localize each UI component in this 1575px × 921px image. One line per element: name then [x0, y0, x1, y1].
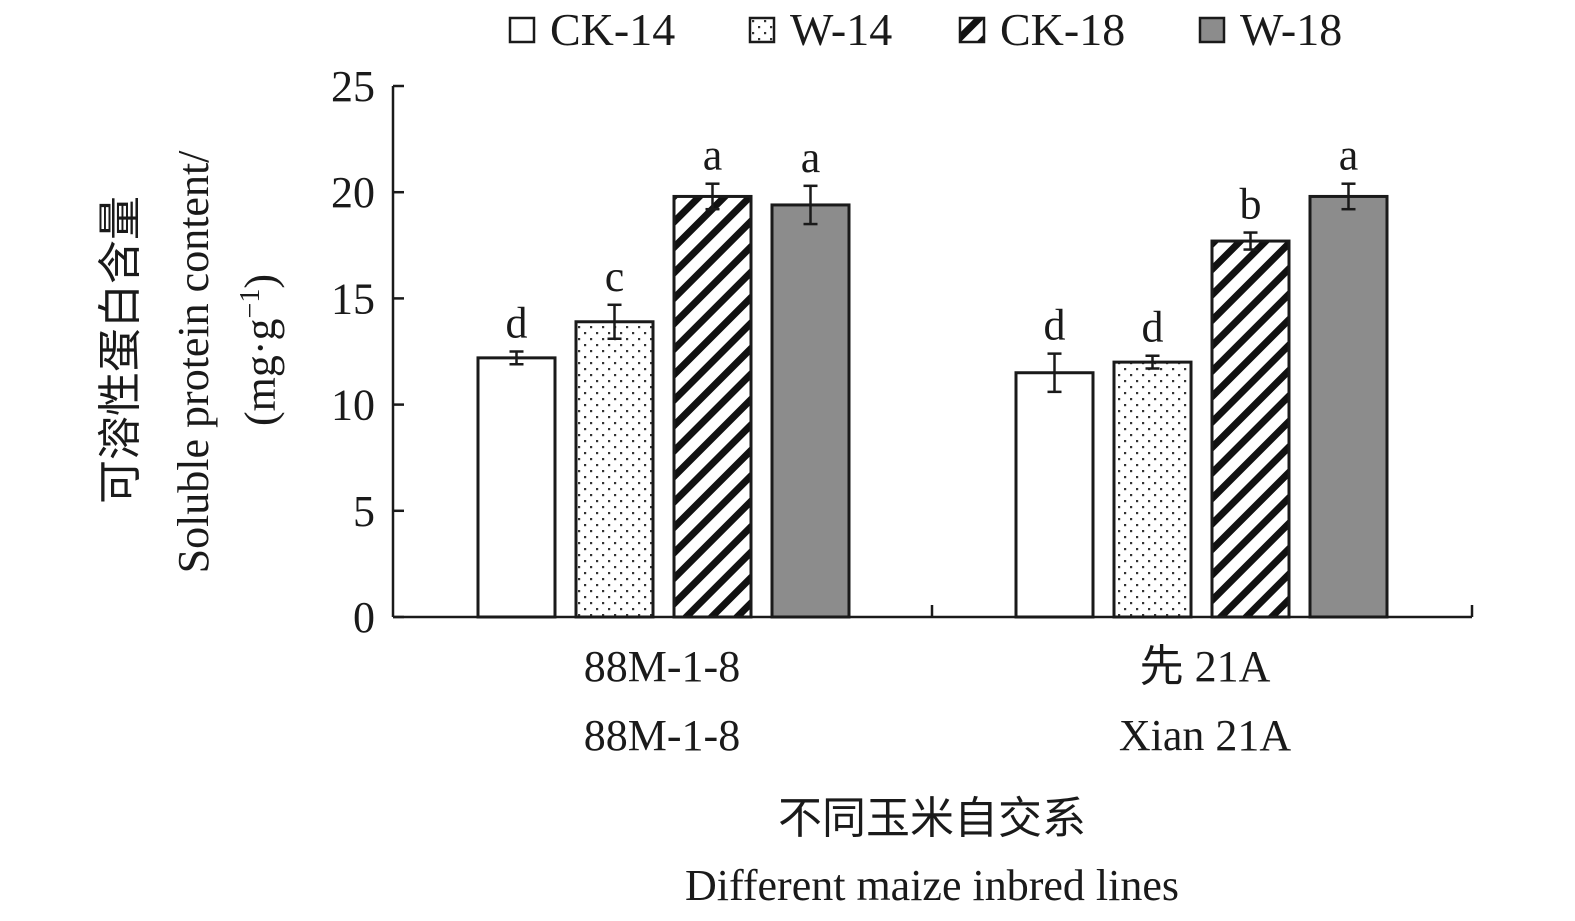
legend: CK-14 W-14 CK-18 W-18: [508, 4, 1342, 55]
bar-ck-14-cat1: [1014, 371, 1095, 619]
bar-ck-18-cat1: [1210, 239, 1291, 619]
legend-item-w-18: W-18: [1198, 4, 1342, 55]
x-axis-title-en: Different maize inbred lines: [685, 861, 1179, 910]
y-tick-label-20: 20: [331, 168, 375, 217]
significance-letter-ck-18-cat1: b: [1240, 180, 1262, 229]
significance-letter-w-14-cat1: d: [1142, 303, 1164, 352]
significance-letter-w-14-cat0: c: [605, 252, 625, 301]
y-axis-title-en: Soluble protein content/: [169, 150, 218, 574]
significance-letter-w-18-cat1: a: [1339, 131, 1359, 180]
significance-letter-ck-14-cat0: d: [506, 299, 528, 348]
y-axis-ticks: 0 5 10 15 20 25: [331, 62, 404, 642]
y-tick-label-5: 5: [353, 487, 375, 536]
x-category-xian-21a-en: Xian 21A: [1119, 711, 1292, 760]
y-axis-title-cn: 可溶性蛋白含量: [96, 196, 145, 504]
legend-label-ck-18: CK-18: [1000, 4, 1125, 55]
x-category-xian-21a-cn: 先 21A: [1140, 642, 1271, 691]
legend-label-w-18: W-18: [1240, 4, 1342, 55]
x-category-labels: 88M-1-8 88M-1-8 先 21A Xian 21A: [584, 642, 1292, 760]
significance-letter-ck-14-cat1: d: [1044, 301, 1066, 350]
legend-swatch-ck-14: [508, 16, 536, 44]
y-axis-unit-exponent: −1: [235, 289, 266, 319]
significance-letter-ck-18-cat0: a: [703, 131, 723, 180]
y-axis-unit-group: (mg·g−1): [235, 274, 285, 426]
y-axis-title: 可溶性蛋白含量: [96, 196, 145, 504]
bars: d c a a d d b a: [476, 131, 1389, 619]
legend-item-ck-18: CK-18: [958, 4, 1125, 55]
bar-ck-14-cat0: [476, 356, 557, 619]
y-axis-unit-base: (mg·g: [236, 318, 285, 426]
bar-w-18-cat1: [1308, 194, 1389, 619]
y-axis-title-en-group: Soluble protein content/: [169, 150, 218, 574]
x-category-88m-1-8-en: 88M-1-8: [584, 711, 740, 760]
y-tick-label-15: 15: [331, 274, 375, 323]
significance-letter-w-18-cat0: a: [801, 133, 821, 182]
legend-swatch-w-18: [1198, 16, 1226, 44]
y-tick-label-10: 10: [331, 381, 375, 430]
legend-item-ck-14: CK-14: [508, 4, 675, 55]
x-category-88m-1-8-cn: 88M-1-8: [584, 642, 740, 691]
bar-w-14-cat1: [1112, 360, 1193, 619]
bar-w-14-cat0: [574, 320, 655, 619]
legend-label-ck-14: CK-14: [550, 4, 675, 55]
bar-ck-18-cat0: [672, 194, 753, 619]
legend-label-w-14: W-14: [790, 4, 892, 55]
legend-item-w-14: W-14: [748, 4, 892, 55]
legend-swatch-ck-18: [958, 16, 986, 44]
y-axis-unit-close: ): [236, 274, 285, 289]
y-axis-unit: (mg·g−1): [235, 274, 285, 426]
legend-swatch-w-14: [748, 16, 776, 44]
x-axis-title-cn: 不同玉米自交系: [778, 794, 1086, 843]
bar-w-18-cat0: [770, 203, 851, 619]
y-tick-label-0: 0: [353, 593, 375, 642]
y-tick-label-25: 25: [331, 62, 375, 111]
